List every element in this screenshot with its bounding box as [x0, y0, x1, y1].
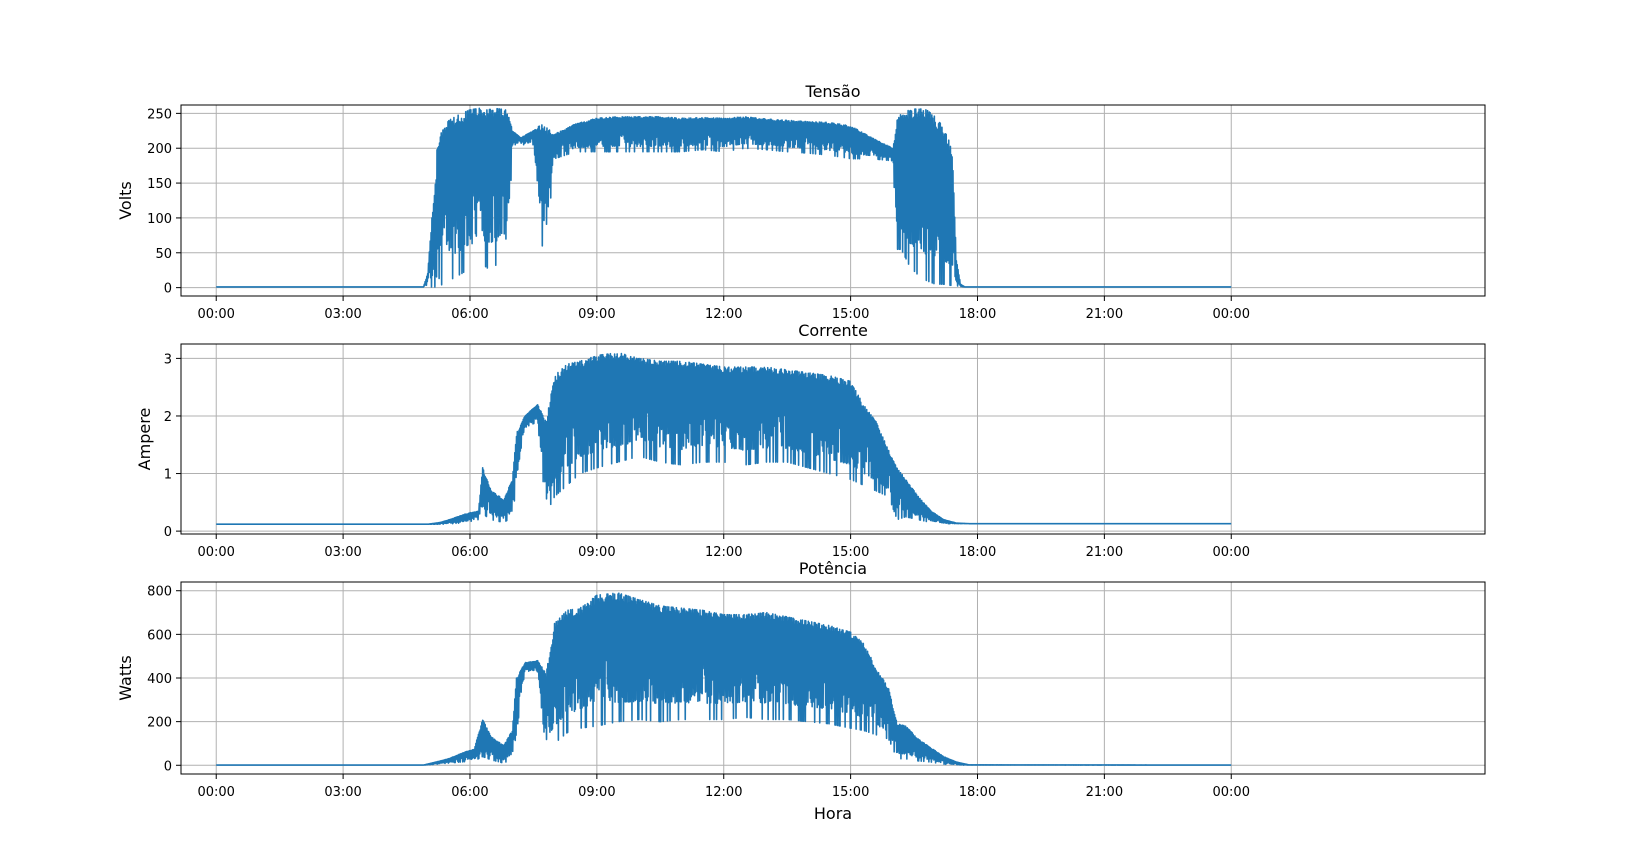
corrente-x-tick-label: 06:00	[451, 545, 488, 560]
corrente-x-tick-label: 00:00	[197, 545, 234, 560]
tensao-y-tick-label: 200	[147, 142, 172, 157]
tensao-title: Tensão	[805, 82, 861, 101]
chart-corrente: 00:00 03:00 06:00 09:00 12:00 15:00 18:00 21:00…	[135, 321, 1486, 560]
tensao-x-tick-label: 09:00	[578, 307, 615, 322]
tensao-axes-frame	[180, 104, 1486, 297]
potencia-y-axis-label: Watts	[116, 655, 135, 700]
corrente-title: Corrente	[798, 321, 868, 340]
corrente-y-tick-label: 0	[164, 525, 172, 540]
tensao-x-tick-label: 21:00	[1086, 307, 1123, 322]
potencia-x-tick-label: 15:00	[832, 785, 869, 800]
tensao-x-tick-label: 03:00	[324, 307, 361, 322]
corrente-series-line	[215, 352, 1232, 526]
tensao-y-tick-label: 50	[155, 247, 172, 262]
corrente-x-tick-label: 21:00	[1086, 545, 1123, 560]
potencia-x-tick-label: 06:00	[451, 785, 488, 800]
chart-potencia: 00:00 03:00 06:00 09:00 12:00 15:00 18:00 21:00…	[116, 559, 1486, 823]
potencia-x-tick-label: 18:00	[959, 785, 996, 800]
tensao-y-tick-label: 0	[164, 282, 172, 297]
corrente-x-tick-label: 00:00	[1213, 545, 1250, 560]
tensao-x-tick-label: 06:00	[451, 307, 488, 322]
corrente-x-tick-label: 09:00	[578, 545, 615, 560]
chart-tensao: 00:00 03:00 06:00 09:00 12:00 15:00 18:00 21:00…	[116, 82, 1486, 322]
corrente-x-tick-label: 18:00	[959, 545, 996, 560]
tensao-x-tick-label: 00:00	[1213, 307, 1250, 322]
corrente-y-tick-label: 3	[164, 352, 172, 367]
tensao-y-tick-label: 150	[147, 177, 172, 192]
tensao-x-tick-label: 12:00	[705, 307, 742, 322]
potencia-series-line	[215, 592, 1232, 766]
tensao-x-tick-label: 15:00	[832, 307, 869, 322]
potencia-x-tick-label: 09:00	[578, 785, 615, 800]
corrente-x-tick-label: 03:00	[324, 545, 361, 560]
potencia-x-tick-label: 00:00	[197, 785, 234, 800]
corrente-y-tick-label: 1	[164, 468, 172, 483]
potencia-y-tick-label: 800	[147, 585, 172, 600]
potencia-x-tick-label: 00:00	[1213, 785, 1250, 800]
tensao-y-tick-label: 100	[147, 212, 172, 227]
tensao-x-tick-label: 18:00	[959, 307, 996, 322]
potencia-x-tick-label: 12:00	[705, 785, 742, 800]
corrente-axes-frame	[180, 343, 1486, 535]
potencia-y-tick-label: 200	[147, 716, 172, 731]
potencia-x-axis-label: Hora	[814, 804, 852, 823]
potencia-x-tick-label: 03:00	[324, 785, 361, 800]
potencia-y-tick-label: 400	[147, 672, 172, 687]
potencia-title: Potência	[799, 559, 867, 578]
tensao-y-axis-label: Volts	[116, 181, 135, 220]
corrente-x-tick-label: 12:00	[705, 545, 742, 560]
tensao-y-tick-label: 250	[147, 107, 172, 122]
potencia-y-tick-label: 0	[164, 759, 172, 774]
corrente-y-axis-label: Ampere	[135, 408, 154, 471]
tensao-series-line	[215, 107, 1232, 288]
corrente-y-tick-label: 2	[164, 410, 172, 425]
potencia-y-tick-label: 600	[147, 628, 172, 643]
corrente-x-tick-label: 15:00	[832, 545, 869, 560]
potencia-x-tick-label: 21:00	[1086, 785, 1123, 800]
tensao-x-tick-label: 00:00	[197, 307, 234, 322]
